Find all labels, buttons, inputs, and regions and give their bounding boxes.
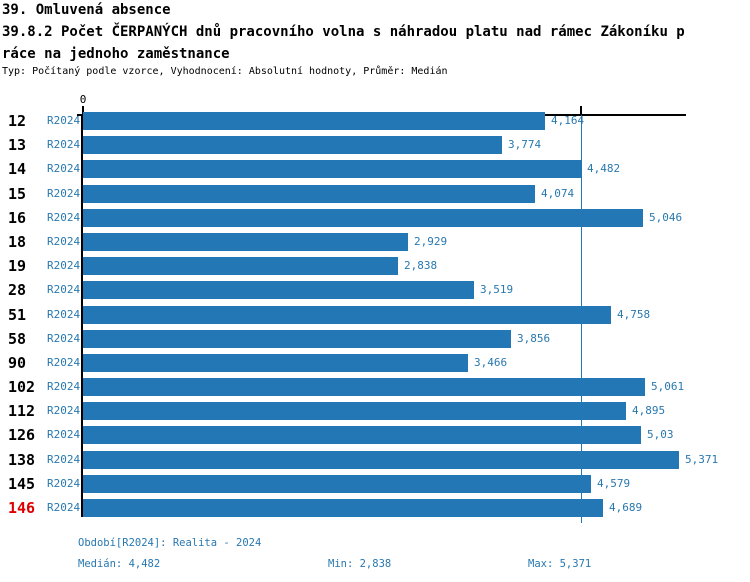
- bar: [83, 499, 603, 518]
- bar-value-label: 3,774: [508, 138, 542, 152]
- bar: [83, 136, 502, 155]
- bar: [83, 426, 641, 445]
- bar-value-label: 3,466: [474, 355, 508, 369]
- bar-value-label: 4,164: [551, 114, 585, 127]
- y-axis-line: [81, 114, 83, 517]
- row-category-label: 19: [8, 257, 27, 276]
- bar: [83, 329, 511, 348]
- bar: [83, 378, 645, 397]
- report-meta-line: Typ: Počítaný podle vzorce, Vyhodnocení:…: [2, 66, 448, 77]
- chart-row: 18 R2024 2,929: [0, 232, 750, 251]
- row-period-label: R2024: [47, 162, 81, 176]
- chart-row: 19 R2024 2,838: [0, 257, 750, 276]
- chart-row: 112 R2024 4,895: [0, 402, 750, 421]
- bar-value-label: 4,895: [632, 404, 666, 418]
- bar-value-label: 3,519: [480, 283, 514, 297]
- bar: [83, 112, 545, 130]
- footer-period-line: Období[R2024]: Realita - 2024: [78, 537, 262, 549]
- row-period-label: R2024: [47, 452, 81, 466]
- row-period-label: R2024: [47, 234, 81, 248]
- row-period-label: R2024: [47, 501, 81, 515]
- bar-value-label: 4,579: [597, 476, 631, 490]
- row-period-label: R2024: [47, 355, 81, 369]
- bar-value-label: 2,929: [414, 234, 448, 248]
- bar-value-label: 5,046: [649, 210, 683, 224]
- bar: [83, 257, 398, 276]
- chart-row: 58 R2024 3,856: [0, 329, 750, 348]
- bar: [83, 208, 643, 227]
- row-category-label: 13: [8, 136, 27, 155]
- chart-row: 51 R2024 4,758: [0, 305, 750, 324]
- bar-value-label: 4,689: [609, 501, 643, 515]
- x-axis-zero-label: 0: [79, 93, 87, 106]
- chart-row: 28 R2024 3,519: [0, 281, 750, 300]
- chart-row: 138 R2024 5,371: [0, 450, 750, 469]
- report-title: 39. Omluvená absence: [2, 2, 171, 18]
- row-period-label: R2024: [47, 138, 81, 152]
- bar: [83, 305, 611, 324]
- footer-max-stat: Max: 5,371: [528, 558, 592, 570]
- row-category-label: 12: [8, 112, 27, 130]
- footer-median-stat: Medián: 4,482: [78, 558, 161, 570]
- row-period-label: R2024: [47, 428, 81, 442]
- bar-value-label: 4,758: [617, 307, 651, 321]
- chart-row: 102 R2024 5,061: [0, 378, 750, 397]
- median-tick: [580, 106, 582, 115]
- chart-row: 12 R2024 4,164: [0, 112, 750, 130]
- row-category-label: 28: [8, 281, 27, 300]
- row-period-label: R2024: [47, 380, 81, 394]
- row-category-label: 18: [8, 232, 27, 251]
- row-category-label: 58: [8, 329, 27, 348]
- row-period-label: R2024: [47, 186, 81, 200]
- bar-value-label: 3,856: [517, 331, 551, 345]
- row-period-label: R2024: [47, 476, 81, 490]
- row-period-label: R2024: [47, 404, 81, 418]
- bar-value-label: 4,482: [587, 162, 621, 176]
- bar-value-label: 4,074: [541, 186, 575, 200]
- bar: [83, 450, 679, 469]
- bar: [83, 353, 468, 372]
- row-category-label: 126: [8, 426, 36, 445]
- row-period-label: R2024: [47, 331, 81, 345]
- report-subtitle-line1: 39.8.2 Počet ČERPANÝCH dnů pracovního vo…: [2, 24, 685, 40]
- chart-row: 15 R2024 4,074: [0, 184, 750, 203]
- row-category-label: 15: [8, 184, 27, 203]
- row-category-label: 138: [8, 450, 36, 469]
- row-category-label: 90: [8, 353, 27, 372]
- footer-min-stat: Min: 2,838: [328, 558, 392, 570]
- row-category-label: 102: [8, 378, 36, 397]
- row-category-label: 14: [8, 160, 27, 179]
- row-period-label: R2024: [47, 307, 81, 321]
- bar: [83, 184, 535, 203]
- bar-value-label: 5,371: [685, 452, 719, 466]
- bar-value-label: 5,061: [651, 380, 685, 394]
- chart-row: 145 R2024 4,579: [0, 474, 750, 493]
- chart-row: 146 R2024 4,689: [0, 499, 750, 518]
- row-category-label: 146: [8, 499, 36, 518]
- row-category-label: 51: [8, 305, 27, 324]
- row-category-label: 16: [8, 208, 27, 227]
- chart-row: 90 R2024 3,466: [0, 353, 750, 372]
- x-axis-zero-tick: [82, 106, 84, 115]
- row-category-label: 112: [8, 402, 36, 421]
- bar: [83, 474, 591, 493]
- row-period-label: R2024: [47, 283, 81, 297]
- report-subtitle-line2: ráce na jednoho zaměstnance: [2, 46, 230, 62]
- bar: [83, 281, 474, 300]
- bar: [83, 402, 626, 421]
- chart-row: 16 R2024 5,046: [0, 208, 750, 227]
- chart-row: 13 R2024 3,774: [0, 136, 750, 155]
- row-period-label: R2024: [47, 114, 81, 127]
- row-period-label: R2024: [47, 259, 81, 273]
- chart-row: 14 R2024 4,482: [0, 160, 750, 179]
- bar: [83, 160, 581, 179]
- chart-row: 126 R2024 5,03: [0, 426, 750, 445]
- bar-value-label: 2,838: [404, 259, 438, 273]
- bar-value-label: 5,03: [647, 428, 674, 442]
- row-period-label: R2024: [47, 210, 81, 224]
- row-category-label: 145: [8, 474, 36, 493]
- bar: [83, 232, 408, 251]
